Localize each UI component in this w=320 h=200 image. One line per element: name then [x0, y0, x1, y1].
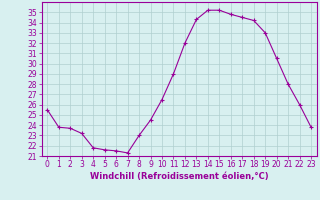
X-axis label: Windchill (Refroidissement éolien,°C): Windchill (Refroidissement éolien,°C) — [90, 172, 268, 181]
